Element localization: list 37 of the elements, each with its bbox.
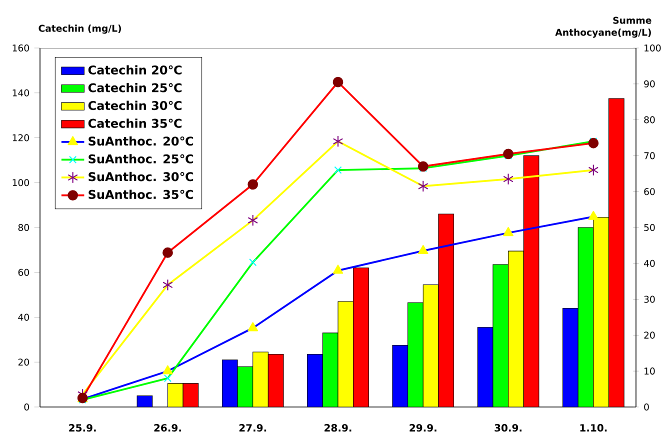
x-tick-label: 29.9. xyxy=(410,424,436,432)
y-tick-label: 120 xyxy=(12,134,29,142)
y2-tick-label: 70 xyxy=(644,152,655,160)
legend-label: Catechin 30℃ xyxy=(88,100,182,110)
y2-tick-label: 60 xyxy=(644,188,655,196)
y-tick-label: 80 xyxy=(18,224,29,232)
y2-tick-label: 80 xyxy=(644,116,655,124)
y2-tick-label: 0 xyxy=(644,403,649,411)
y2-tick-label: 30 xyxy=(644,296,655,303)
legend-label: SuAnthoc. 30℃ xyxy=(88,172,194,182)
x-tick-label: 25.9. xyxy=(69,424,96,432)
y2-tick-label: 90 xyxy=(644,80,655,88)
x-tick-label: 30.9. xyxy=(494,424,522,432)
y-tick-label: 140 xyxy=(12,89,29,96)
y-tick-label: 160 xyxy=(12,44,29,52)
y-tick-label: 100 xyxy=(12,179,29,186)
x-tick-label: 28.9. xyxy=(324,424,352,432)
legend-label: SuAnthoc. 20℃ xyxy=(88,136,194,146)
x-tick-label: 1.10. xyxy=(580,424,607,432)
y-tick-label: 60 xyxy=(18,268,29,276)
y2-tick-label: 40 xyxy=(644,260,655,267)
legend-label: SuAnthoc. 35℃ xyxy=(88,190,194,199)
y2-tick-label: 20 xyxy=(644,332,655,339)
y-tick-label: 0 xyxy=(24,403,29,411)
y-tick-label: 20 xyxy=(18,358,29,366)
x-tick-label: 27.9. xyxy=(239,424,266,432)
legend-label: Catechin 25℃ xyxy=(88,83,182,92)
y2-tick-label: 100 xyxy=(644,44,661,52)
y2-axis-title: Summe Anthocyane(mg/L) xyxy=(555,16,652,38)
y-tick-label: 40 xyxy=(18,314,29,321)
legend-label: Catechin 20℃ xyxy=(88,65,182,75)
legend-label: SuAnthoc. 25℃ xyxy=(88,154,194,164)
y2-tick-label: 10 xyxy=(644,368,655,375)
y2-tick-label: 50 xyxy=(644,224,655,232)
legend-label: Catechin 35℃ xyxy=(88,118,182,128)
x-tick-label: 26.9. xyxy=(154,424,181,432)
y-axis-title: Catechin (mg/L) xyxy=(38,24,121,34)
